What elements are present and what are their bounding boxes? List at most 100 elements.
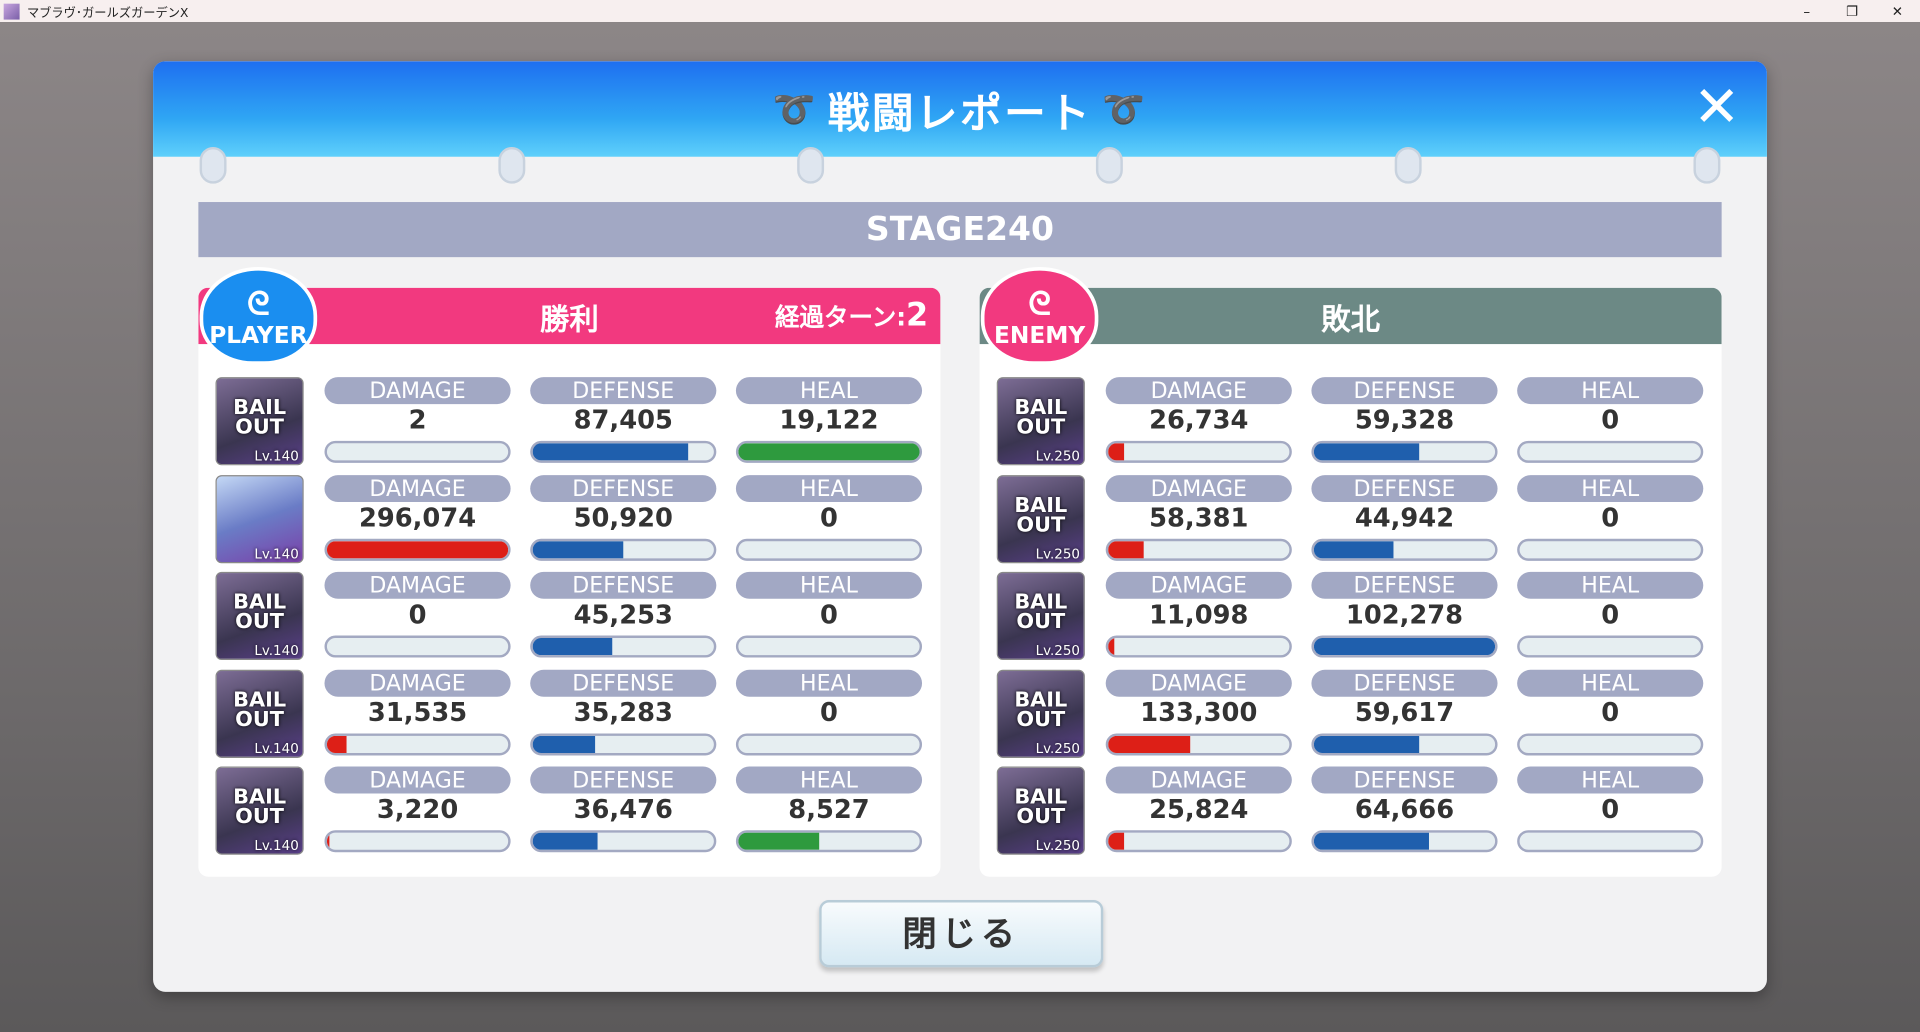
defense-header: DEFENSE	[1311, 669, 1498, 697]
maximize-button[interactable]: ❐	[1845, 3, 1859, 19]
bail-out-label: BAIL OUT	[233, 590, 287, 635]
character-portrait[interactable]: BAIL OUT Lv.140	[215, 377, 304, 466]
heal-bar	[1517, 440, 1704, 463]
defense-cell: DEFENSE 44,942	[1311, 474, 1498, 561]
defense-bar	[530, 635, 717, 658]
heal-bar	[1517, 635, 1704, 658]
bail-out-label: BAIL OUT	[1014, 492, 1068, 537]
character-portrait[interactable]: BAIL OUT Lv.140	[215, 766, 304, 855]
damage-bar-fill	[1108, 540, 1144, 558]
heal-bar	[735, 635, 923, 658]
heal-cell: HEAL 0	[735, 474, 923, 561]
defense-bar-fill	[1313, 443, 1419, 461]
damage-value: 3,220	[376, 794, 459, 825]
defense-bar	[530, 830, 717, 853]
turn-label: 経過ターン:	[774, 302, 907, 332]
defense-cell: DEFENSE 102,278	[1311, 571, 1498, 658]
defense-header: DEFENSE	[530, 474, 717, 502]
character-portrait[interactable]: BAIL OUT Lv.250	[996, 571, 1085, 661]
heal-bar-fill	[738, 443, 920, 461]
damage-bar	[1105, 635, 1292, 658]
level-label: Lv.250	[1035, 545, 1081, 562]
enemy-row: BAIL OUT Lv.250 DAMAGE 133,300 DEFENSE 59…	[996, 669, 1707, 758]
wing-icon: ➰	[772, 88, 818, 130]
defense-value: 64,666	[1354, 794, 1455, 825]
heal-bar	[735, 440, 923, 463]
player-row: BAIL OUT Lv.140 DAMAGE 0 DEFENSE 45,253 H…	[215, 571, 926, 661]
heal-value: 19,122	[779, 405, 879, 435]
heal-cell: HEAL 0	[735, 571, 923, 658]
damage-value: 11,098	[1149, 600, 1249, 630]
heal-header: HEAL	[1517, 766, 1704, 794]
level-label: Lv.250	[1035, 740, 1081, 757]
window-titlebar: マブラヴ･ガールズガーデンX – ❐ ✕	[0, 0, 1920, 23]
character-portrait[interactable]: BAIL OUT Lv.250	[996, 766, 1085, 855]
damage-header: DAMAGE	[1105, 571, 1292, 599]
defense-value: 59,617	[1354, 697, 1455, 727]
damage-header: DAMAGE	[324, 377, 511, 405]
enemy-row: BAIL OUT Lv.250 DAMAGE 11,098 DEFENSE 102…	[996, 571, 1707, 661]
level-label: Lv.140	[254, 740, 299, 757]
damage-bar-fill	[1108, 443, 1125, 461]
damage-bar-fill	[1108, 637, 1115, 656]
character-portrait[interactable]: BAIL OUT Lv.140	[215, 571, 304, 661]
wing-icon: ➰	[1102, 88, 1148, 130]
player-row: BAIL OUT Lv.140 DAMAGE 2 DEFENSE 87,405 H…	[215, 377, 926, 466]
level-label: Lv.250	[1035, 642, 1081, 659]
heal-header: HEAL	[735, 474, 923, 502]
heal-header: HEAL	[735, 377, 923, 405]
heal-header: HEAL	[1517, 474, 1704, 502]
close-icon[interactable]: ✕	[1693, 73, 1743, 140]
damage-value: 0	[408, 600, 427, 630]
heal-cell: HEAL 0	[1517, 766, 1704, 853]
heal-value: 0	[1601, 600, 1620, 630]
heal-bar	[1517, 538, 1704, 561]
character-portrait[interactable]: Lv.140	[215, 474, 304, 563]
defense-bar-fill	[532, 637, 613, 656]
character-portrait[interactable]: BAIL OUT Lv.140	[215, 669, 304, 758]
defense-bar-fill	[532, 443, 688, 461]
defense-value: 36,476	[573, 794, 673, 825]
damage-cell: DAMAGE 0	[324, 571, 511, 658]
turn-value: 2	[906, 297, 929, 335]
defense-cell: DEFENSE 87,405	[530, 377, 717, 463]
defense-value: 44,942	[1354, 502, 1455, 533]
close-button[interactable]: 閉じる	[819, 900, 1104, 968]
bail-out-label: BAIL OUT	[1014, 590, 1068, 635]
damage-header: DAMAGE	[324, 766, 511, 794]
heal-value: 0	[1601, 405, 1620, 435]
damage-bar	[1105, 732, 1292, 755]
heal-bar-fill	[738, 832, 820, 850]
heal-header: HEAL	[1517, 669, 1704, 697]
damage-header: DAMAGE	[324, 571, 511, 599]
damage-value: 31,535	[367, 697, 468, 727]
heal-cell: HEAL 0	[1517, 571, 1704, 658]
defense-cell: DEFENSE 35,283	[530, 669, 717, 755]
damage-bar-fill	[1108, 832, 1124, 850]
defense-header: DEFENSE	[530, 571, 717, 599]
damage-bar-fill	[1108, 735, 1190, 753]
player-row: Lv.140 DAMAGE 296,074 DEFENSE 50,920 HEA…	[215, 474, 926, 563]
damage-value: 26,734	[1149, 405, 1249, 435]
defense-cell: DEFENSE 36,476	[530, 766, 717, 853]
bail-out-label: BAIL OUT	[233, 395, 287, 440]
character-portrait[interactable]: BAIL OUT Lv.250	[996, 377, 1085, 466]
damage-header: DAMAGE	[1105, 377, 1292, 405]
bail-out-label: BAIL OUT	[1014, 784, 1068, 829]
damage-bar-fill	[326, 735, 347, 753]
character-portrait[interactable]: BAIL OUT Lv.250	[996, 474, 1085, 563]
heal-bar	[735, 538, 923, 561]
defense-cell: DEFENSE 59,617	[1311, 669, 1498, 755]
damage-bar	[324, 732, 511, 755]
character-portrait[interactable]: BAIL OUT Lv.250	[996, 669, 1085, 758]
level-label: Lv.140	[254, 545, 299, 562]
window-close-button[interactable]: ✕	[1891, 3, 1903, 19]
defense-cell: DEFENSE 45,253	[530, 571, 717, 658]
damage-value: 133,300	[1140, 697, 1258, 727]
bail-out-label: BAIL OUT	[1014, 687, 1068, 732]
level-label: Lv.250	[1035, 448, 1081, 465]
heal-value: 0	[1601, 794, 1620, 825]
minimize-button[interactable]: –	[1803, 3, 1811, 19]
damage-cell: DAMAGE 11,098	[1105, 571, 1292, 658]
turn-count: 経過ターン:2	[775, 298, 928, 335]
